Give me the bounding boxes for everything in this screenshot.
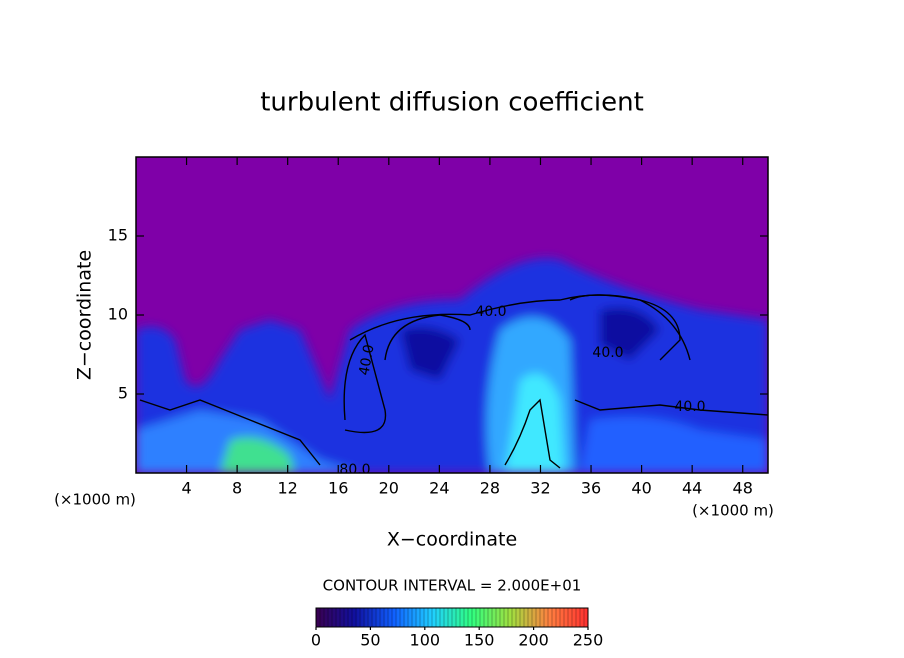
x-unit-left: (×1000 m) [54,491,136,509]
y-tick-label: 15 [108,226,128,245]
x-tick-label: 16 [328,479,348,498]
colorbar-tick-label: 250 [573,631,604,650]
x-tick-label: 40 [631,479,651,498]
contour-label: 40.0 [356,343,377,376]
x-tick-label: 4 [181,479,191,498]
contour-label: 40.0 [674,399,705,415]
y-tick-label: 10 [108,305,128,324]
x-tick-label: 24 [429,479,449,498]
x-unit: (×1000 m) [692,502,774,520]
colorbar [315,607,589,628]
colorbar-tick-label: 50 [360,631,380,650]
x-tick-label: 20 [379,479,399,498]
x-tick-label: 12 [278,479,298,498]
contour-label: 80.0 [339,462,370,478]
y-axis-label: Z−coordinate [74,250,96,380]
y-tick-label: 5 [118,384,128,403]
x-tick-label: 44 [682,479,702,498]
chart-title: turbulent diffusion coefficient [260,88,644,118]
colorbar-tick-label: 100 [410,631,441,650]
x-tick-label: 48 [733,479,753,498]
x-tick-label: 8 [232,479,242,498]
x-tick-label: 36 [581,479,601,498]
field [136,258,768,473]
colorbar-tick-label: 150 [464,631,495,650]
contour-label: 40.0 [475,304,506,320]
contour-label: 40.0 [592,345,623,361]
contour-interval: CONTOUR INTERVAL = 2.000E+01 [323,577,582,595]
x-tick-label: 28 [480,479,500,498]
x-axis-label: X−coordinate [387,529,517,551]
colorbar-tick-label: 200 [518,631,549,650]
colorbar-tick-label: 0 [311,631,321,650]
x-tick-label: 32 [530,479,550,498]
